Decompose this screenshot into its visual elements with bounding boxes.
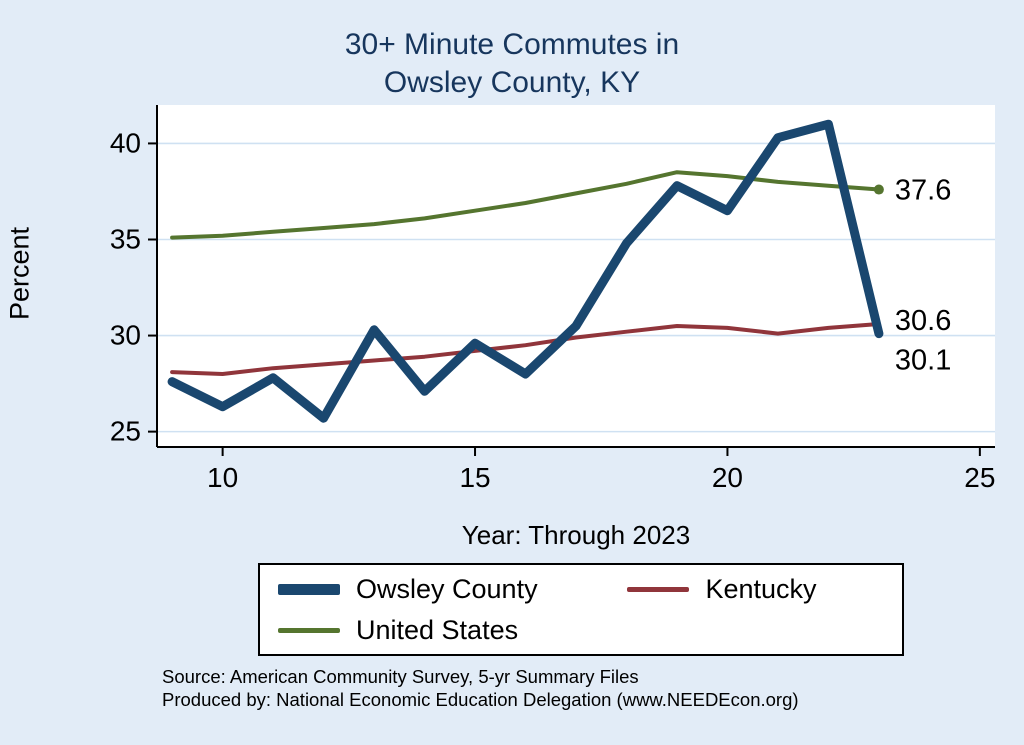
legend-item-kentucky: Kentucky <box>627 574 902 605</box>
y-tick-label-35: 35 <box>110 223 141 254</box>
legend: Owsley County Kentucky United States <box>258 563 904 656</box>
end-marker-united-states <box>873 184 884 195</box>
series-line-owsley-county <box>167 119 884 423</box>
x-tick-label-20: 20 <box>712 462 743 493</box>
x-tick-label-25: 25 <box>964 462 995 493</box>
legend-swatch-owsley-county <box>278 583 340 595</box>
end-label-kentucky: 30.6 <box>895 305 951 337</box>
x-tick-label-10: 10 <box>207 462 238 493</box>
y-tick-label-30: 30 <box>110 320 141 351</box>
legend-label-united-states: United States <box>356 614 519 645</box>
chart-title-line2: Owsley County, KY <box>383 65 641 99</box>
legend-label-kentucky: Kentucky <box>705 573 817 604</box>
source-line1: Source: American Community Survey, 5-yr … <box>162 666 639 687</box>
chart-title-line1: 30+ Minute Commutes in <box>344 28 680 61</box>
legend-item-owsley-county: Owsley County <box>278 574 627 605</box>
x-axis-title: Year: Through 2023 <box>461 520 691 550</box>
legend-swatch-kentucky <box>627 586 690 592</box>
end-label-united-states: 37.6 <box>895 175 951 207</box>
series-line-kentucky <box>170 322 881 376</box>
y-tick-label-40: 40 <box>110 127 141 158</box>
source-line2: Produced by: National Economic Education… <box>162 688 799 710</box>
y-tick-label-25: 25 <box>110 416 141 447</box>
legend-label-owsley-county: Owsley County <box>356 573 538 604</box>
x-tick-label-15: 15 <box>459 462 490 493</box>
chart-title: 30+ Minute Commutes in Owsley County, KY <box>0 26 1024 101</box>
end-label-owsley-county: 30.1 <box>895 345 951 377</box>
plot-background <box>157 105 995 447</box>
source-note: Source: American Community Survey, 5-yr … <box>162 666 799 711</box>
series-line-united-states <box>170 170 881 240</box>
legend-swatch-united-states <box>278 627 340 633</box>
legend-item-united-states: United States <box>278 615 627 646</box>
